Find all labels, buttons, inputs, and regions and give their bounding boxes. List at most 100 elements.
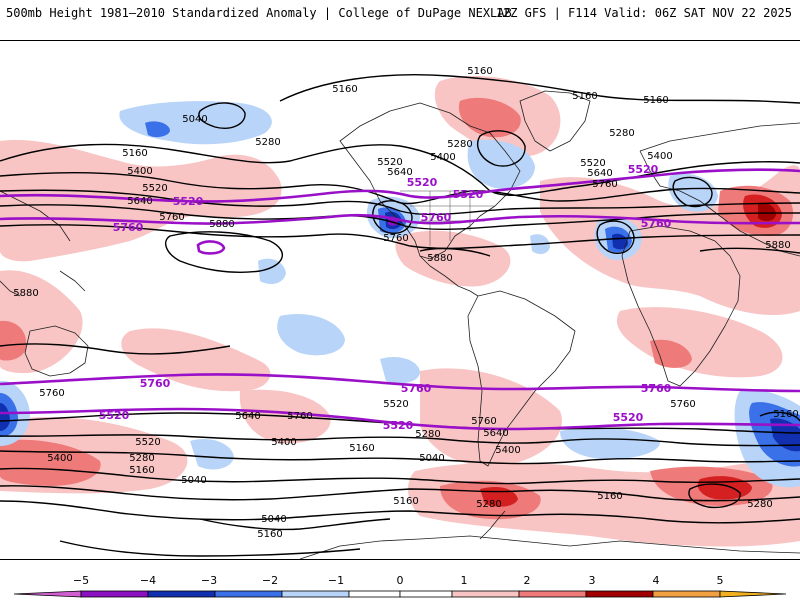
contour-line-5400-south <box>0 467 800 485</box>
australia-coast <box>24 325 89 377</box>
map-panel[interactable]: 5160 5160 5160 5040 5280 5280 5160 5400 … <box>0 40 800 560</box>
contour-label: 5280 <box>609 128 634 139</box>
highlight-label: 5760 <box>140 377 171 390</box>
contour-label: 5040 <box>181 475 206 486</box>
contour-label: 5400 <box>127 166 152 177</box>
closed-low-west-africa <box>672 176 713 208</box>
colorbar-tick-label: 3 <box>589 574 596 587</box>
contour-label: 5760 <box>471 416 496 427</box>
contour-line-5520-north <box>0 189 800 216</box>
anomaly-region <box>560 427 661 460</box>
contour-label: 5160 <box>257 529 282 540</box>
closed-low-eastern-pacific <box>372 200 413 235</box>
map-title: 500mb Height 1981–2010 Standardized Anom… <box>6 6 512 20</box>
contour-label: 5280 <box>129 453 154 464</box>
contour-line-5400-north <box>0 172 800 205</box>
contour-label: 5640 <box>587 168 612 179</box>
colorbar-tick-label: −1 <box>328 574 344 587</box>
contour-line-5160-south <box>0 500 800 524</box>
contour-label: 5760 <box>670 399 695 410</box>
highlight-label: 5520 <box>383 419 414 432</box>
colorbar-segment-m1 <box>281 590 350 598</box>
colorbar-tick-label: −4 <box>140 574 156 587</box>
colorbar-segment-m3 <box>147 590 216 598</box>
anomaly-region <box>395 230 511 287</box>
contour-line-5040-south <box>199 518 391 531</box>
contour-label: 5160 <box>349 443 374 454</box>
contour-label: 5400 <box>495 445 520 456</box>
anomaly-map[interactable]: 5160 5160 5160 5040 5280 5280 5160 5400 … <box>0 41 800 559</box>
colorbar: −5 −4 −3 −2 −1 0 1 2 3 4 5 <box>0 572 800 600</box>
contour-label: 5520 <box>377 157 402 168</box>
contour-label: 5760 <box>592 179 617 190</box>
anomaly-region <box>0 403 10 431</box>
contour-label: 5040 <box>182 114 207 125</box>
anomaly-region <box>616 307 783 378</box>
contour-label: 5520 <box>580 158 605 169</box>
antarctica-coast <box>299 535 800 559</box>
contour-line-5160-north <box>279 74 800 104</box>
africa-coast <box>621 225 741 387</box>
contour-label: 5280 <box>476 499 501 510</box>
contour-line-5280-north <box>0 143 800 196</box>
anomaly-region <box>770 418 800 452</box>
contour-label: 5160 <box>467 66 492 77</box>
highlight-label: 5520 <box>407 176 438 189</box>
greenland-coast <box>519 90 591 152</box>
contour-label: 5160 <box>393 496 418 507</box>
contour-label: 5640 <box>387 167 412 178</box>
closed-low-north-pacific <box>198 102 246 129</box>
contour-line-5760-north <box>0 224 800 250</box>
coastlines <box>0 90 800 559</box>
south-america-coast <box>467 290 576 467</box>
highlight-label: 5760 <box>421 211 452 224</box>
central-america-coast <box>419 255 479 297</box>
highlight-contour-5520-south <box>0 407 800 431</box>
contour-label: 5400 <box>271 437 296 448</box>
highlight-label: 5520 <box>99 409 130 422</box>
contour-line-5640-north <box>0 204 800 230</box>
contour-label: 5760 <box>39 388 64 399</box>
contour-label: 5160 <box>332 84 357 95</box>
colorbar-tick-label: 0 <box>397 574 404 587</box>
colorbar-tick-label: −3 <box>201 574 217 587</box>
highlight-label: 5760 <box>641 382 672 395</box>
contour-line-5880-africa <box>699 247 800 254</box>
anomaly-region <box>380 356 420 384</box>
us-state-borders <box>400 190 500 246</box>
colorbar-tick-label: 4 <box>653 574 660 587</box>
contour-label: 5040 <box>261 514 286 525</box>
contour-label: 5280 <box>447 139 472 150</box>
contour-label: 5160 <box>643 95 668 106</box>
colorbar-tick-label: −2 <box>262 574 278 587</box>
colorbar-tick-label: 2 <box>524 574 531 587</box>
colorbar-segment-p5 <box>719 590 787 598</box>
colorbar-segment-p2 <box>518 590 587 598</box>
contour-label: 5760 <box>159 212 184 223</box>
highlight-label: 5520 <box>453 188 484 201</box>
colorbar-tick-label: 1 <box>461 574 468 587</box>
anomaly-region <box>758 202 776 222</box>
contour-label: 5520 <box>135 437 160 448</box>
contour-line-5520-south <box>0 450 800 465</box>
contour-label: 5400 <box>647 151 672 162</box>
contour-label: 5760 <box>287 411 312 422</box>
anomaly-region <box>467 139 535 189</box>
anomaly-region <box>668 173 718 212</box>
contour-label: 5160 <box>773 409 798 420</box>
contour-label: 5520 <box>142 183 167 194</box>
contour-line-5880-north <box>164 231 283 273</box>
contour-line-5640-south <box>0 434 800 447</box>
contour-label: 5160 <box>572 91 597 102</box>
anomaly-region <box>650 339 692 368</box>
contour-line-5160-far-south <box>59 540 361 557</box>
contour-label: 5880 <box>13 288 38 299</box>
highlight-label: 5520 <box>613 411 644 424</box>
contour-label: 5640 <box>127 196 152 207</box>
anomaly-region <box>277 313 345 356</box>
colorbar-segment-zero-high <box>399 590 453 598</box>
closed-low-subtropical-atlantic <box>596 220 635 255</box>
highlight-contour-north-pacific-ring <box>196 240 226 255</box>
contour-label: 5160 <box>129 465 154 476</box>
highlight-label: 5760 <box>641 217 672 230</box>
